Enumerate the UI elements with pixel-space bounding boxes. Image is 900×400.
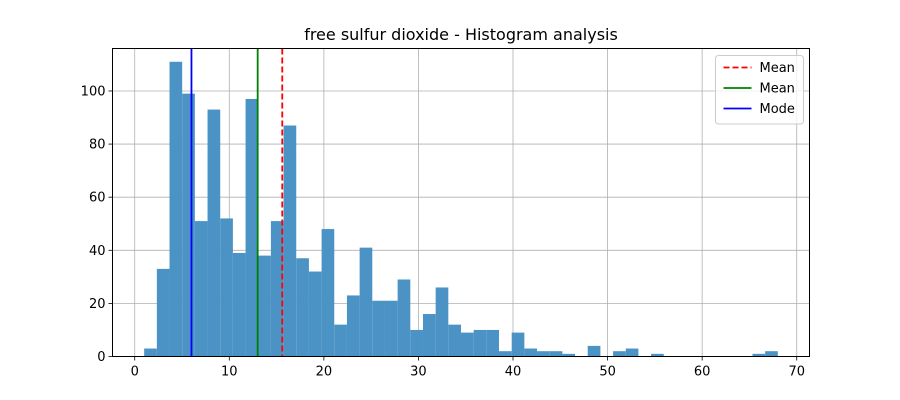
histogram-bar <box>144 348 157 357</box>
histogram-bar <box>359 247 373 357</box>
histogram-bar <box>182 93 195 357</box>
histogram-bar <box>410 329 423 357</box>
chart-title: free sulfur dioxide - Histogram analysis <box>304 25 618 44</box>
histogram-bar <box>486 329 500 357</box>
histogram-bars <box>144 61 778 357</box>
histogram-bar <box>448 324 461 357</box>
x-tick-label: 60 <box>694 365 711 380</box>
histogram-bar <box>562 353 576 357</box>
histogram-bar <box>156 268 170 357</box>
y-tick-label: 20 <box>89 297 106 312</box>
histogram-bar <box>283 125 297 357</box>
x-axis-ticks: 0 10 20 30 40 50 60 70 <box>131 356 805 380</box>
legend-label: Mean <box>760 61 795 76</box>
histogram-bar <box>422 314 436 357</box>
histogram-bar <box>549 351 563 357</box>
x-tick-label: 20 <box>316 365 333 380</box>
x-tick-label: 30 <box>410 365 427 380</box>
histogram-bar <box>752 353 766 357</box>
legend: Mean Mean Mode <box>715 55 804 125</box>
x-tick-label: 70 <box>788 365 805 380</box>
histogram-bar <box>194 221 208 357</box>
histogram-bar <box>384 300 398 357</box>
legend-box <box>715 55 804 125</box>
histogram-bar <box>245 98 259 357</box>
x-tick-label: 40 <box>505 365 522 380</box>
plot-frame <box>112 48 810 357</box>
histogram-bar <box>169 61 183 357</box>
histogram-bar <box>346 295 360 357</box>
histogram-bar <box>296 258 309 357</box>
histogram-bar <box>397 279 411 357</box>
x-tick-label: 0 <box>131 365 139 380</box>
histogram-bar <box>625 348 639 357</box>
histogram-bar <box>270 221 284 357</box>
statistic-lines <box>190 48 284 357</box>
histogram-bar <box>651 353 664 357</box>
histogram-bar <box>372 300 385 357</box>
histogram-bar <box>220 218 233 357</box>
histogram-bar <box>334 324 347 357</box>
y-tick-label: 40 <box>89 244 106 259</box>
histogram-bar <box>232 252 246 357</box>
histogram-bar <box>613 351 626 357</box>
histogram-bar <box>461 332 474 357</box>
histogram-bar <box>435 287 449 357</box>
y-tick-label: 60 <box>89 191 106 206</box>
x-tick-label: 50 <box>599 365 616 380</box>
histogram-bar <box>321 229 335 357</box>
y-axis-ticks: 0 20 40 60 80 100 <box>81 84 113 365</box>
y-tick-label: 0 <box>97 350 105 365</box>
histogram-bar <box>207 109 221 357</box>
y-tick-label: 80 <box>89 138 106 153</box>
histogram-bar <box>258 255 271 357</box>
histogram-bar <box>511 332 525 357</box>
histogram-bar <box>587 345 601 357</box>
histogram-bar <box>473 329 487 357</box>
histogram-bar <box>765 351 778 357</box>
histogram-bar <box>499 351 512 357</box>
x-tick-label: 10 <box>221 365 238 380</box>
histogram-bar <box>524 348 538 357</box>
y-tick-label: 100 <box>81 84 106 99</box>
histogram-bar <box>308 271 322 357</box>
legend-label: Mode <box>760 102 795 117</box>
legend-label: Mean <box>760 82 795 97</box>
histogram-bar <box>537 351 550 357</box>
